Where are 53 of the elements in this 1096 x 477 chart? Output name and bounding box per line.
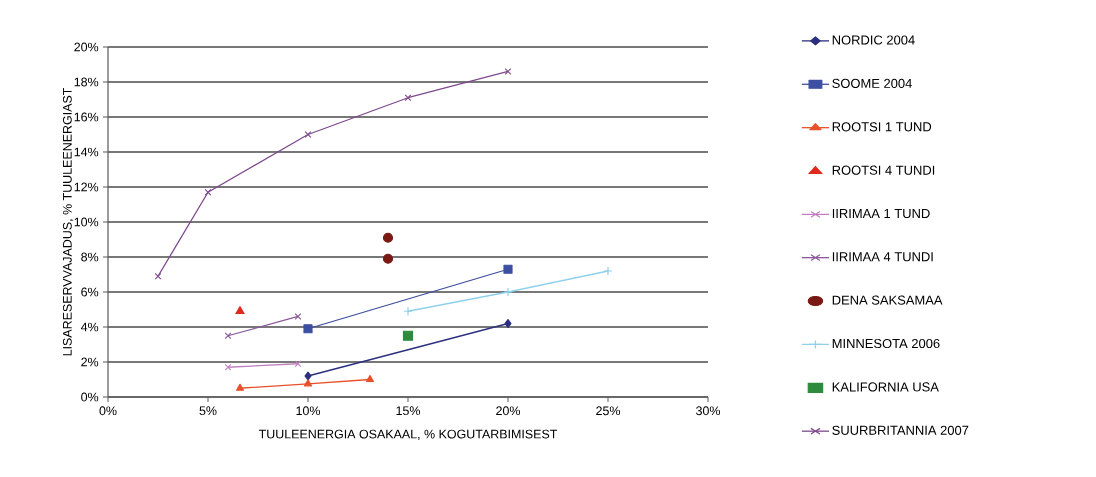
legend-label: ROOTSI 4 TUNDI (832, 165, 935, 175)
point (504, 318, 512, 329)
y-tick-label: 12% (74, 182, 99, 192)
y-axis-title: LISARESERVVAJADUS, % TUULEENERGIAST (62, 87, 74, 356)
y-tick-label: 0% (81, 392, 99, 402)
point (235, 306, 245, 315)
y-tick-label: 10% (74, 217, 99, 227)
x-tick-label: 15% (396, 406, 421, 416)
y-tick-label: 2% (81, 357, 99, 367)
legend-label: IIRIMAA 1 TUND (832, 209, 930, 219)
point (382, 232, 394, 243)
point (503, 287, 513, 297)
x-tick-label: 30% (696, 406, 721, 416)
y-tick-label: 8% (81, 252, 99, 262)
x-tick-label: 10% (296, 406, 321, 416)
legend-label: KALIFORNIA USA (832, 382, 939, 392)
legend-label: SUURBRITANNIA 2007 (832, 425, 969, 435)
point (154, 272, 162, 280)
point (304, 131, 312, 138)
point (403, 306, 413, 316)
y-tick-label: 4% (80, 322, 99, 332)
x-axis-title: TUULEENERGIA OSAKAAL, % KOGUTARBIMISEST (258, 429, 558, 440)
point (365, 374, 375, 383)
legend-label: DENA SAKSAMAA (832, 295, 943, 305)
x-tick-label: 5% (199, 406, 217, 416)
point (504, 68, 512, 75)
legend-label: MINNESOTA 2006 (832, 338, 940, 349)
y-tick-label: 16% (74, 112, 99, 122)
point (603, 266, 613, 276)
point (224, 332, 232, 340)
y-tick-label: 6% (81, 287, 99, 297)
x-tick-label: 0% (99, 406, 117, 416)
y-tick-label: 20% (74, 42, 99, 52)
x-tick-label: 20% (496, 406, 521, 416)
point (382, 253, 394, 264)
point (303, 379, 313, 387)
x-tick-label: 25% (596, 406, 621, 416)
point (294, 313, 302, 320)
legend-label: NORDIC 2004 (832, 35, 915, 45)
point (503, 264, 513, 274)
legend-label: SOOME 2004 (832, 78, 912, 88)
point (204, 188, 212, 196)
legend-label: ROOTSI 1 TUND (832, 122, 932, 132)
point (224, 363, 232, 371)
point (294, 360, 302, 368)
point (303, 324, 313, 334)
legend-label: IIRIMAA 4 TUNDI (832, 252, 933, 262)
point (304, 371, 312, 381)
point (404, 94, 412, 102)
point (402, 330, 414, 341)
y-tick-label: 18% (74, 77, 99, 87)
y-tick-label: 14% (74, 147, 99, 157)
point (235, 383, 245, 391)
